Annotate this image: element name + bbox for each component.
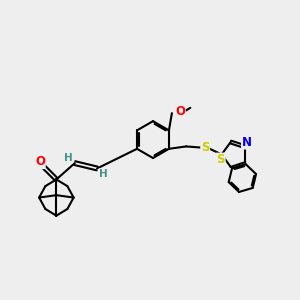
- Text: O: O: [35, 155, 45, 168]
- Text: H: H: [64, 153, 73, 163]
- Text: S: S: [217, 153, 225, 166]
- Text: S: S: [201, 140, 209, 154]
- Text: N: N: [242, 136, 252, 149]
- Text: H: H: [99, 169, 108, 179]
- Text: O: O: [175, 106, 185, 118]
